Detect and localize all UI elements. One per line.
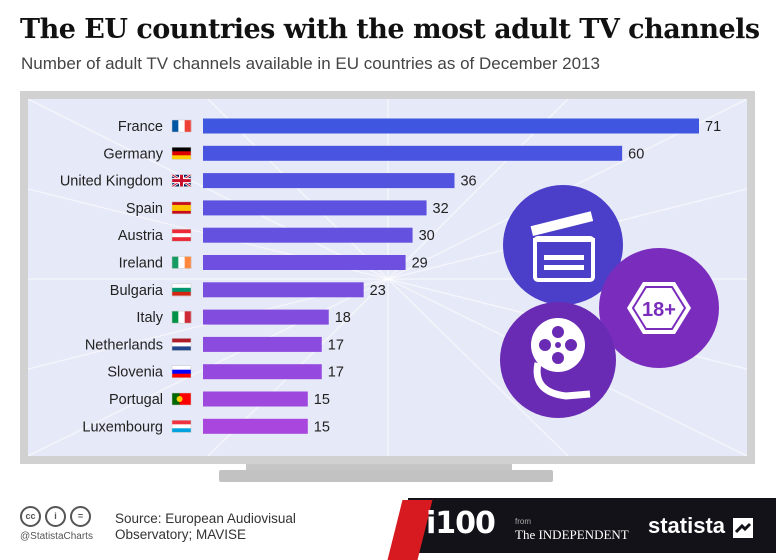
no-derivatives-icon: = [70,506,91,527]
statista-logo: statista [648,513,726,538]
source-line-1: Source: European Audiovisual [115,511,296,526]
independent-logo: The INDEPENDENT [515,527,629,542]
country-flag-icon [171,392,192,406]
attribution-icon: i [45,506,66,527]
value-label: 15 [314,419,330,435]
source-note: Source: European Audiovisual Observatory… [115,511,315,543]
value-label: 60 [628,146,644,162]
category-label: United Kingdom [60,174,163,190]
film-reel-illustration [500,302,616,418]
bar [203,200,427,216]
value-label: 18 [335,310,351,326]
bar [203,227,413,243]
bar [203,309,329,325]
category-label: Portugal [109,392,163,408]
film-reel-icon [531,318,591,400]
source-line-2: Observatory; MAVISE [115,527,247,542]
country-flag-icon [171,119,192,133]
bar [203,336,322,352]
value-label: 15 [314,392,330,408]
rating-hexagon [627,282,691,334]
clapperboard-illustration [503,185,623,305]
twitter-handle: @StatistaCharts [20,531,93,542]
adult-rating-illustration: 18+ [599,248,719,368]
country-flag-icon [171,147,192,160]
category-label: Netherlands [85,337,163,353]
category-label: Italy [136,310,163,326]
category-label: Spain [126,201,163,217]
partner-band [408,498,776,553]
country-flag-icon [171,420,192,433]
bar [203,418,308,434]
creative-commons-icon: cc [20,506,41,527]
category-label: Bulgaria [110,283,164,299]
partner-from-label: from [515,517,531,526]
bar [203,282,364,298]
country-flag-icon [171,256,192,269]
rating-badge-text: 18+ [642,299,676,321]
license-icons: cc i = [20,506,91,527]
country-flag-icon [171,173,192,188]
chart-subtitle: Number of adult TV channels available in… [21,54,600,73]
country-flag-icon [171,201,192,215]
value-label: 17 [328,337,344,353]
country-flag-icon [171,228,192,242]
bar [203,145,623,161]
chart-title: The EU countries with the most adult TV … [20,14,760,45]
category-label: Luxembourg [82,419,163,435]
category-label: Slovenia [107,365,164,381]
category-label: Ireland [119,256,163,272]
value-label: 30 [419,228,435,244]
value-label: 36 [460,174,476,190]
value-label: 71 [705,119,721,135]
country-flag-icon [171,283,192,297]
clapperboard-icon [530,211,595,282]
country-flag-icon [171,365,192,378]
bar [203,118,699,134]
bar [203,364,322,380]
value-label: 23 [370,283,386,299]
tv-stand-base [219,470,553,482]
value-label: 29 [412,256,428,272]
category-label: Germany [103,146,163,162]
statista-logo-icon [733,518,753,538]
bar [203,255,406,270]
value-label: 17 [328,365,344,381]
category-label: Austria [118,228,164,244]
footer [0,498,420,553]
category-label: France [118,119,163,135]
country-flag-icon [171,338,192,351]
tv-stand-neck [246,464,512,472]
i100-logo: i100 [426,506,496,541]
country-flag-icon [171,310,192,324]
bar [203,391,308,407]
value-label: 32 [433,201,449,217]
bar [203,173,455,189]
